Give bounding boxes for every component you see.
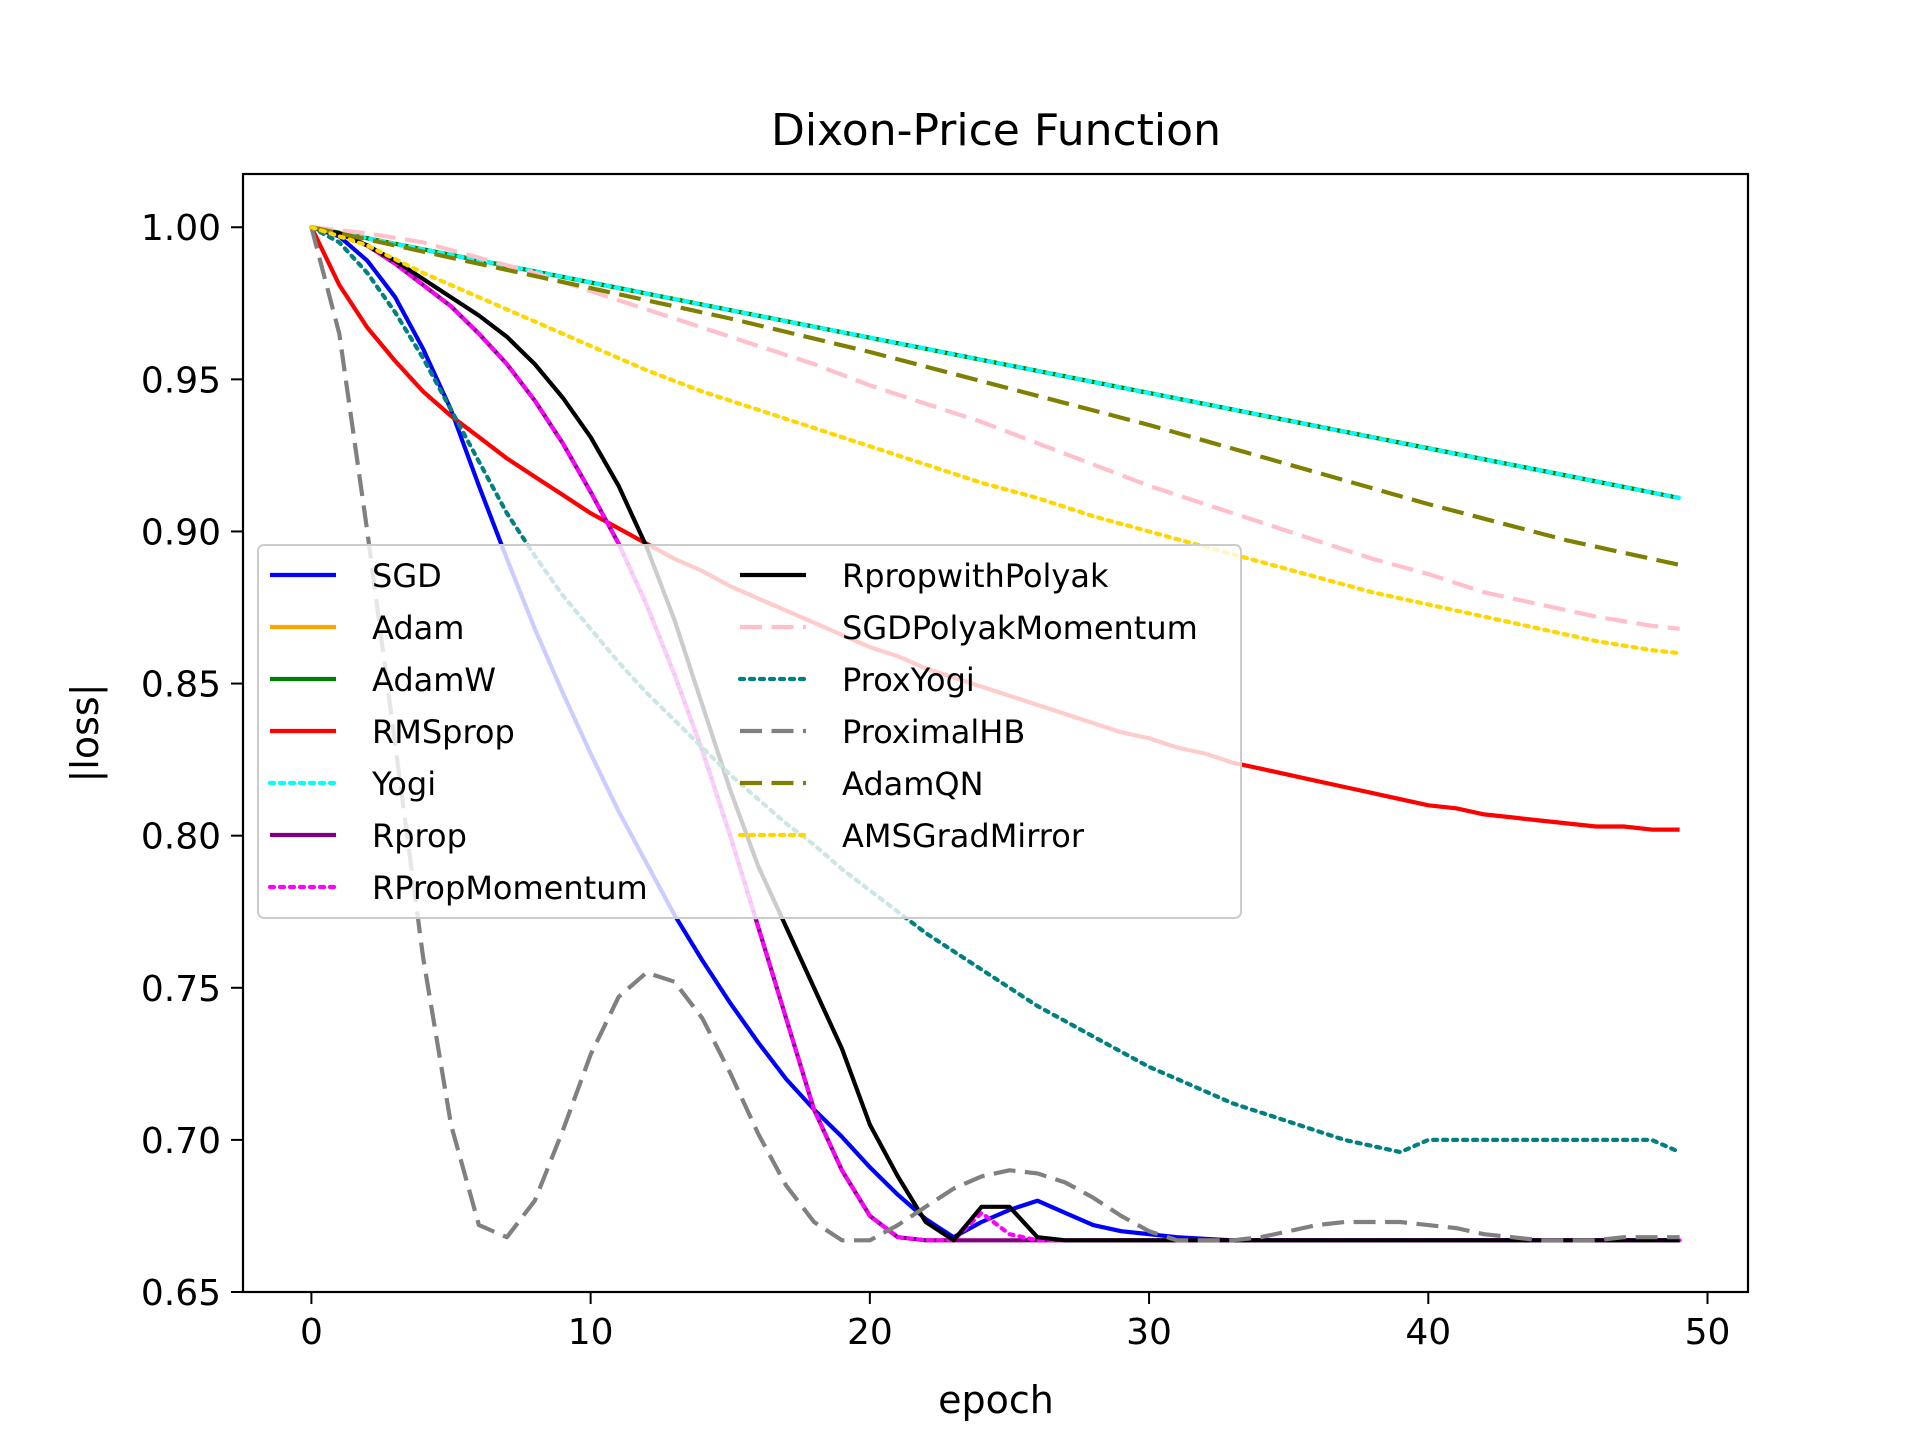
y-axis-label: |loss| — [63, 683, 108, 782]
x-axis: 0 10 20 30 40 50 — [300, 1292, 1730, 1353]
x-tick-label: 30 — [1126, 1312, 1172, 1353]
y-tick-label: 0.75 — [141, 969, 221, 1010]
y-tick-label: 1.00 — [141, 208, 221, 249]
legend-label: SGDPolyakMomentum — [842, 609, 1198, 647]
legend-label: AdamQN — [842, 765, 984, 803]
legend-label: AdamW — [372, 661, 496, 699]
legend-label: RMSprop — [372, 713, 515, 751]
y-tick-label: 0.65 — [141, 1273, 221, 1314]
chart-title: Dixon-Price Function — [771, 105, 1221, 156]
series-line-proximalhb — [309, 226, 1680, 1243]
legend-label: Yogi — [371, 765, 436, 803]
x-tick-label: 20 — [847, 1312, 893, 1353]
series-line-adamqn — [310, 225, 1681, 567]
legend-label: ProximalHB — [842, 713, 1025, 751]
x-tick-label: 40 — [1405, 1312, 1451, 1353]
plot-frame — [241, 172, 1750, 1294]
x-tick-label: 10 — [568, 1312, 614, 1353]
legend-label: Adam — [372, 609, 464, 647]
series-line-amsgradmirror — [309, 225, 1682, 656]
legend-label: ProxYogi — [842, 661, 975, 699]
y-tick-label: 0.90 — [141, 512, 221, 553]
y-tick-label: 0.95 — [141, 360, 221, 401]
x-axis-label: epoch — [938, 1378, 1054, 1422]
x-tick-label: 50 — [1685, 1312, 1731, 1353]
legend-label: Rprop — [372, 817, 467, 855]
legend-label: RPropMomentum — [372, 869, 648, 907]
legend-label: AMSGradMirror — [842, 817, 1085, 855]
y-tick-label: 0.85 — [141, 665, 221, 706]
y-axis: 0.65 0.70 0.75 0.80 0.85 0.90 0.95 1.00 — [141, 208, 243, 1314]
y-tick-label: 0.80 — [141, 817, 221, 858]
y-tick-label: 0.70 — [141, 1121, 221, 1162]
legend: SGD Adam AdamW RMSprop Yogi Rprop RPropMomentu… — [257, 544, 1242, 919]
legend-label: RpropwithPolyak — [842, 557, 1109, 595]
x-tick-label: 0 — [300, 1312, 323, 1353]
legend-label: SGD — [372, 557, 442, 595]
